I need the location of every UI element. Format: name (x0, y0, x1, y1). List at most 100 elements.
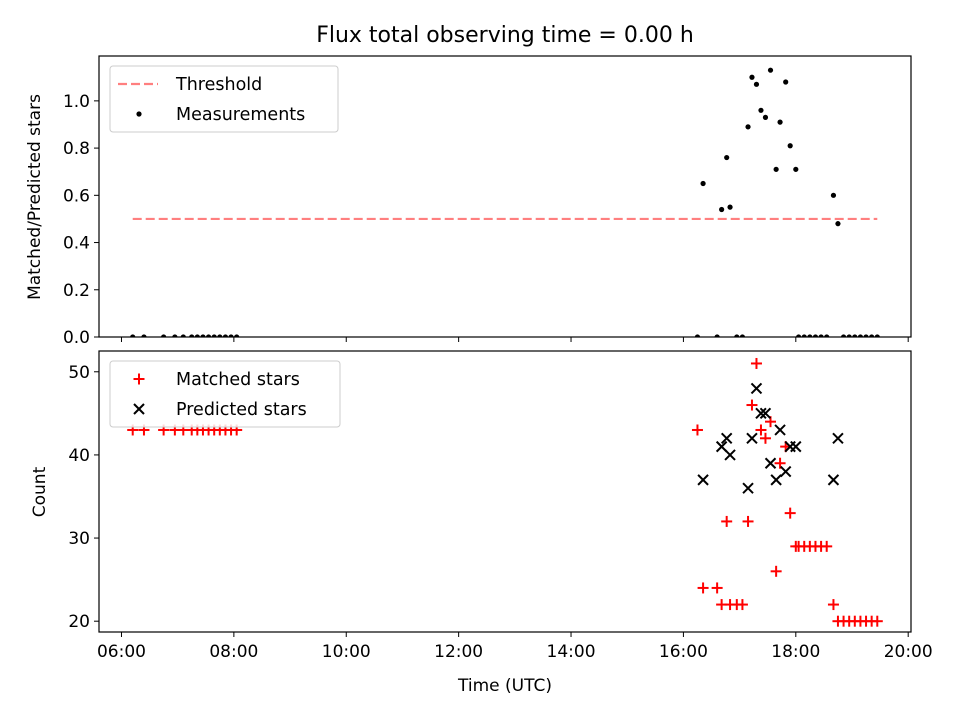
y-tick-label: 0.0 (63, 328, 90, 348)
data-point (130, 334, 136, 337)
x-tick-label: 16:00 (659, 642, 708, 662)
data-point (840, 334, 847, 337)
data-point (727, 204, 733, 210)
data-point (779, 465, 792, 478)
x-tick-label: 10:00 (322, 642, 371, 662)
data-point (742, 515, 754, 527)
y-tick-label: 20 (68, 612, 90, 632)
data-point-b (724, 449, 736, 461)
legend-swatch-b (133, 403, 145, 415)
data-point (770, 474, 782, 486)
data-point-b (832, 432, 844, 445)
data-point (739, 334, 746, 337)
y-tick-label: 1.0 (63, 92, 90, 112)
data-point (871, 615, 883, 627)
data-point (189, 334, 195, 337)
y-tick-label: 0.4 (63, 234, 90, 254)
data-point (846, 334, 852, 337)
data-point (721, 515, 733, 527)
data-point (200, 334, 206, 337)
x-tick-label: 12:00 (434, 642, 483, 662)
data-point (724, 154, 730, 161)
x-tick-label: 08:00 (209, 642, 258, 662)
data-point (750, 357, 762, 369)
data-point (211, 334, 217, 337)
data-point (790, 440, 802, 453)
data-point (812, 334, 819, 337)
data-point (745, 124, 751, 130)
data-point (750, 382, 763, 395)
data-point (759, 432, 771, 444)
data-point (222, 334, 229, 337)
top-ylabel: Matched/Predicted stars (25, 94, 45, 300)
data-point-b (742, 482, 754, 494)
data-point (770, 565, 782, 577)
data-point (734, 334, 740, 337)
data-point (715, 440, 728, 453)
legend-box (109, 360, 341, 428)
data-point (852, 334, 858, 337)
top-panel: Matched/Predicted stars 0.0 0.2 0.4 0.6 0.8 1… (25, 55, 912, 348)
data-point (746, 399, 758, 411)
data-point (746, 432, 758, 445)
data-point (821, 540, 833, 552)
legend-label: Measurements (176, 105, 305, 125)
data-point (773, 166, 779, 172)
data-point (758, 107, 764, 113)
data-point-b (715, 440, 728, 453)
data-point (194, 334, 200, 337)
data-point (774, 424, 786, 436)
y-tick-label: 40 (68, 446, 90, 466)
data-point (774, 457, 786, 469)
data-point (784, 507, 796, 519)
data-point-b (746, 432, 758, 445)
data-point (697, 582, 709, 594)
axes-frame (98, 55, 912, 338)
data-point (694, 334, 701, 337)
data-point-b (759, 407, 772, 420)
data-point (749, 74, 755, 80)
data-point-b (755, 407, 767, 420)
legend-swatch (136, 111, 142, 117)
series-predicted-stars (697, 382, 844, 494)
chart-title: Flux total observing time = 0.00 h (316, 23, 694, 48)
data-point (697, 474, 709, 486)
data-point (172, 334, 178, 337)
y-tick-label: 50 (68, 363, 90, 383)
y-tick-label: 0.8 (63, 139, 90, 159)
data-point (824, 334, 830, 337)
data-point-b (764, 457, 777, 469)
bottom-panel: Count Time (UTC) 20 30 40 50 06:00 08:00 10:00… (30, 350, 933, 696)
data-point (753, 81, 760, 87)
x-tick-label: 20:00 (884, 642, 933, 662)
x-tick-label: 14:00 (547, 642, 596, 662)
legend: Matched stars Predicted stars (109, 360, 341, 428)
x-tick-label: 18:00 (771, 642, 820, 662)
data-point (874, 334, 880, 337)
bottom-ylabel: Count (30, 466, 50, 517)
data-point (830, 192, 837, 198)
y-tick-label: 0.6 (63, 186, 90, 206)
x-tick-label: 06:00 (97, 642, 146, 662)
data-point (863, 334, 869, 337)
data-point (691, 424, 703, 436)
data-point-b (774, 424, 786, 436)
data-point-b (697, 474, 709, 486)
data-point (793, 166, 799, 172)
data-point (217, 334, 223, 337)
data-point (759, 407, 772, 420)
data-point (777, 119, 783, 125)
data-point (857, 334, 864, 337)
data-point (228, 334, 234, 337)
series-matched-stars (127, 357, 883, 627)
data-point (762, 114, 769, 120)
plot-area (130, 67, 880, 337)
data-point (827, 474, 840, 486)
data-point (141, 334, 147, 337)
data-point (835, 221, 841, 227)
data-point (755, 407, 767, 420)
data-point (869, 334, 875, 337)
data-point (796, 334, 802, 337)
data-point (161, 334, 167, 337)
